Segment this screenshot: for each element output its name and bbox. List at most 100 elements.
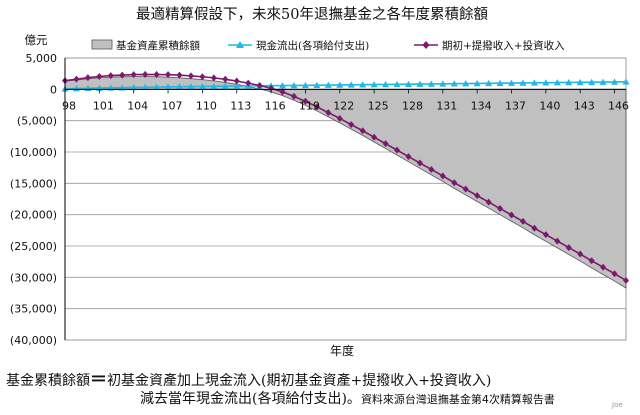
series-1-point-34	[450, 80, 458, 87]
series-1-point-10	[175, 83, 183, 90]
series-1-point-43	[553, 79, 561, 86]
series-2-point-25	[348, 121, 355, 129]
series-2-point-24	[336, 114, 343, 122]
footer-line2-text: 減去當年現金流出(各項給付支出)。	[140, 391, 361, 407]
series-2-point-14	[222, 75, 229, 83]
y-tick-label-8: (35,000)	[10, 303, 57, 316]
y-tick-label-4: (15,000)	[10, 177, 57, 190]
series-1-point-23	[324, 81, 332, 88]
x-tick-labels: 98 101 104 107 110 113 116 119 122 125 128 131 134 13…	[62, 99, 629, 112]
series-2-point-2	[84, 74, 91, 82]
series-1-point-45	[576, 78, 584, 86]
series-2-point-4	[107, 72, 114, 80]
series-1-point-33	[439, 80, 447, 87]
x-tick-label-8: 122	[333, 99, 354, 112]
series-2-point-45	[577, 250, 584, 258]
y-tick-label-5: (20,000)	[10, 209, 57, 222]
series-2-point-19	[279, 88, 286, 96]
legend-marker-diamond-icon	[422, 41, 430, 49]
x-tick-label-13: 137	[505, 99, 526, 112]
series-1-point-38	[496, 79, 504, 86]
series-1-point-22	[313, 81, 321, 88]
series-1-point-48	[611, 78, 619, 85]
series-2-point-23	[325, 109, 332, 117]
legend: 基金資產累積餘額 現金流出(各項給付支出) 期初+提撥收入+投資收入	[91, 39, 565, 52]
series-2-point-20	[290, 92, 297, 100]
y-tick-label-9: (40,000)	[10, 334, 57, 347]
series-2-point-36	[474, 192, 481, 200]
series-1-point-41	[530, 79, 538, 86]
series-2-point-27	[371, 133, 378, 141]
fund-balance-area	[64, 76, 627, 289]
series-1-point-24	[336, 81, 344, 88]
series-1-point-6	[130, 83, 138, 91]
fund-balance-area-layer	[64, 76, 627, 289]
series-1-point-21	[301, 81, 309, 89]
x-tick-label-1: 101	[93, 99, 114, 112]
axes	[64, 58, 626, 340]
series-markers-layer	[61, 70, 630, 284]
series-2-point-33	[439, 172, 446, 180]
series-2-point-8	[153, 71, 160, 79]
series-1-point-29	[393, 80, 401, 88]
series-1-point-27	[370, 81, 378, 88]
series-1-point-47	[599, 78, 607, 85]
footer-source: 資料來源台灣退撫基金第4次精算報告書	[360, 393, 555, 406]
series-2-point-40	[519, 217, 526, 225]
footer-definition-line1: 基金累積餘額＝初基金資產加上現金流入(期初基金資產+提撥收入+投資收入)	[6, 365, 640, 390]
x-tick-label-0: 98	[62, 99, 76, 112]
x-tick-label-6: 116	[265, 99, 286, 112]
series-1-point-14	[221, 82, 229, 89]
x-tick-label-5: 113	[230, 99, 251, 112]
footer-equals: ＝	[90, 370, 107, 390]
series-1-point-37	[485, 79, 493, 87]
legend-swatch-fund-balance	[91, 39, 113, 50]
x-tick-label-2: 104	[127, 99, 148, 112]
footer-term: 基金累積餘額	[6, 373, 90, 389]
x-tick-label-3: 107	[162, 99, 183, 112]
y-tick-label-1: 0	[50, 83, 57, 96]
y-tick-label-7: (30,000)	[10, 271, 57, 284]
series-1-point-30	[404, 80, 412, 87]
series-2-point-13	[210, 74, 217, 82]
series-2-point-11	[187, 72, 194, 80]
series-2-point-9	[165, 71, 172, 79]
x-tick-label-16: 146	[608, 99, 629, 112]
y-tick-label-2: (5,000)	[17, 115, 57, 128]
series-2-point-38	[497, 205, 504, 213]
series-1-point-46	[588, 78, 596, 85]
series-1-point-31	[416, 80, 424, 87]
x-tick-label-11: 131	[436, 99, 457, 112]
x-tick-label-15: 143	[574, 99, 595, 112]
series-2-point-26	[359, 127, 366, 135]
series-2-point-6	[130, 71, 137, 79]
series-2-point-15	[233, 77, 240, 85]
series-2-point-3	[96, 72, 103, 80]
series-2-point-16	[245, 79, 252, 87]
series-2-point-28	[382, 140, 389, 148]
series-2-point-31	[416, 159, 423, 167]
y-tick-label-3: (10,000)	[10, 146, 57, 159]
footer-definition-line2: 減去當年現金流出(各項給付支出)。資料來源台灣退撫基金第4次精算報告書	[140, 388, 640, 408]
series-2-point-30	[405, 153, 412, 161]
series-1-point-25	[347, 81, 355, 88]
series-1-point-40	[519, 79, 527, 86]
x-tick-label-4: 110	[196, 99, 217, 112]
series-2-point-1	[73, 75, 80, 83]
series-1-point-44	[565, 78, 573, 86]
series-2-point-12	[199, 73, 206, 81]
series-1-point-9	[164, 83, 172, 90]
series-1-point-28	[382, 80, 390, 88]
x-tick-label-10: 128	[402, 99, 423, 112]
legend-marker-triangle-icon	[236, 41, 244, 48]
series-2-point-29	[394, 146, 401, 154]
series-2-point-43	[554, 237, 561, 245]
series-2-point-37	[485, 198, 492, 206]
legend-label-inflow: 期初+提撥收入+投資收入	[442, 39, 565, 52]
series-2-point-39	[508, 211, 515, 219]
series-2-point-47	[600, 263, 607, 271]
author-signature: Joe	[612, 401, 623, 409]
series-2-point-17	[256, 82, 263, 90]
series-2-point-49	[623, 276, 629, 284]
